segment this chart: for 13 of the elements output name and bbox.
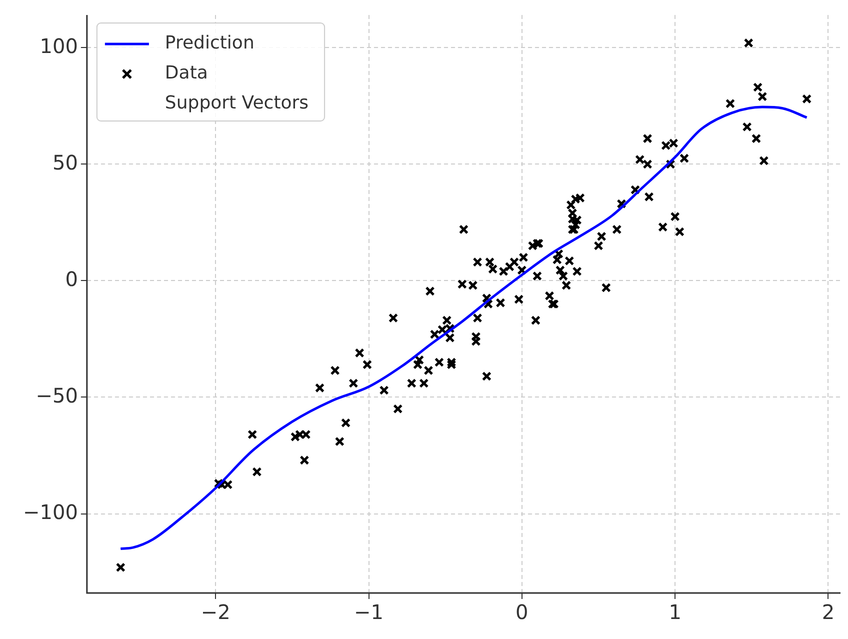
x-tick-label: 1 — [668, 600, 682, 624]
x-tick-label: −1 — [354, 600, 384, 624]
y-tick-label: 50 — [52, 150, 78, 174]
y-tick-label: −50 — [36, 383, 78, 408]
x-tick-label: 2 — [822, 600, 835, 624]
legend-label: Data — [164, 62, 208, 84]
y-tick-label: 0 — [65, 266, 78, 291]
y-tick-label: 100 — [40, 34, 78, 58]
legend-label: Prediction — [164, 32, 254, 54]
x-tick-label: 0 — [516, 600, 528, 624]
text: Support Vectors — [164, 92, 309, 114]
y-tick-label: −100 — [22, 500, 78, 524]
x-tick-label: −2 — [200, 600, 230, 624]
